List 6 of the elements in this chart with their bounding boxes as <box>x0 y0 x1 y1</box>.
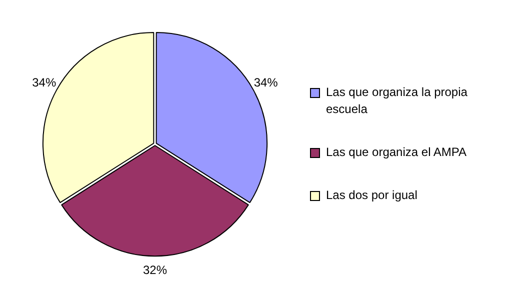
legend-label: Las dos por igual <box>326 187 418 204</box>
data-label: 34% <box>32 75 56 90</box>
data-label: 32% <box>142 262 168 277</box>
data-label: 34% <box>254 75 278 90</box>
legend-label: Las que organiza la propia escuela <box>326 84 468 118</box>
legend-label: Las que organiza el AMPA <box>326 144 467 161</box>
